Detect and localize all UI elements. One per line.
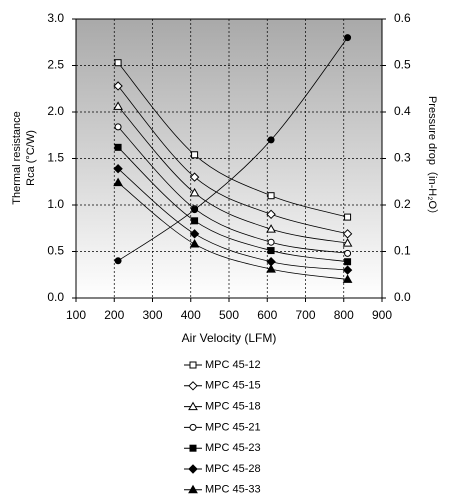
legend-label: MPC 45-23 xyxy=(205,442,261,454)
y-tick-label: 0.5 xyxy=(47,244,64,258)
marker xyxy=(191,151,199,159)
y-axis-title: Rca (°C/W) xyxy=(25,130,37,186)
marker xyxy=(266,224,276,233)
series-group xyxy=(113,34,353,283)
marker xyxy=(189,444,197,452)
x-tick-label: 300 xyxy=(142,308,162,322)
series-line xyxy=(117,37,348,262)
y-tick-label: 0.0 xyxy=(47,290,64,304)
marker xyxy=(113,101,123,110)
marker xyxy=(188,484,198,494)
legend-label: MPC 45-12 xyxy=(205,359,261,371)
y-axis-title: Thermal resistance xyxy=(11,111,23,205)
x-tick-label: 200 xyxy=(104,308,124,322)
marker xyxy=(114,59,122,67)
y-tick-label: 3.0 xyxy=(47,11,64,25)
marker xyxy=(266,264,276,273)
legend-label: MPC 45-18 xyxy=(205,401,261,413)
grid: 100 200 300 400 500 600 700 800 9000.00.51.01.52… xyxy=(47,11,411,322)
y-tick-label: 2.0 xyxy=(47,104,64,118)
y2-tick-label: 0.5 xyxy=(394,58,411,72)
x-tick-label: 600 xyxy=(257,308,277,322)
legend-label: MPC 45-21 xyxy=(205,421,261,433)
marker xyxy=(189,172,200,182)
y2-tick-label: 0.0 xyxy=(394,290,411,304)
marker xyxy=(113,164,123,174)
marker xyxy=(267,192,275,200)
y2-axis-title: Pressure drop（in-H₂O） xyxy=(426,96,439,220)
x-tick-label: 400 xyxy=(181,308,201,322)
marker xyxy=(342,229,353,239)
marker xyxy=(191,217,199,225)
marker xyxy=(189,361,197,369)
marker xyxy=(267,247,275,255)
marker xyxy=(188,464,198,474)
y-tick-label: 2.5 xyxy=(47,58,64,72)
y2-tick-label: 0.2 xyxy=(394,197,411,211)
y-tick-label: 1.5 xyxy=(47,151,64,165)
marker xyxy=(189,423,197,431)
series-line xyxy=(117,126,348,254)
x-tick-label: 100 xyxy=(66,308,86,322)
y2-tick-label: 0.4 xyxy=(394,104,411,118)
x-tick-label: 700 xyxy=(295,308,315,322)
series-line xyxy=(117,85,348,235)
marker xyxy=(267,238,275,246)
marker xyxy=(113,81,123,91)
marker xyxy=(189,229,200,239)
series-line xyxy=(117,168,348,271)
marker xyxy=(189,187,200,197)
marker xyxy=(342,238,353,247)
series-line xyxy=(117,106,348,244)
marker xyxy=(266,209,276,220)
series-line xyxy=(117,62,348,218)
marker xyxy=(114,257,122,265)
marker xyxy=(191,206,199,214)
y2-tick-label: 0.3 xyxy=(394,151,411,165)
marker xyxy=(344,34,352,42)
x-axis-title: Air Velocity (LFM) xyxy=(182,331,277,345)
series-line xyxy=(117,147,348,263)
marker xyxy=(267,136,275,144)
marker xyxy=(188,401,198,411)
legend-label: MPC 45-15 xyxy=(205,380,261,392)
legend-label: MPC 45-28 xyxy=(205,463,261,475)
marker xyxy=(113,177,123,187)
marker xyxy=(342,274,353,283)
y-tick-label: 1.0 xyxy=(47,197,64,211)
legend-label: MPC 45-33 xyxy=(205,484,261,496)
marker xyxy=(342,265,353,275)
marker xyxy=(344,249,352,257)
marker xyxy=(188,381,198,391)
x-tick-label: 800 xyxy=(334,308,354,322)
x-tick-label: 500 xyxy=(219,308,239,322)
x-tick-label: 900 xyxy=(372,308,392,322)
marker xyxy=(114,123,122,131)
marker xyxy=(344,258,352,266)
marker xyxy=(114,143,122,151)
y2-tick-label: 0.1 xyxy=(394,244,411,258)
legend: MPC 45-12 MPC 45-15 MPC 45-18 MPC 45-21 MPC … xyxy=(184,359,261,496)
marker xyxy=(344,213,352,221)
y2-tick-label: 0.6 xyxy=(394,11,411,25)
marker xyxy=(189,239,200,248)
series-line xyxy=(117,182,348,280)
